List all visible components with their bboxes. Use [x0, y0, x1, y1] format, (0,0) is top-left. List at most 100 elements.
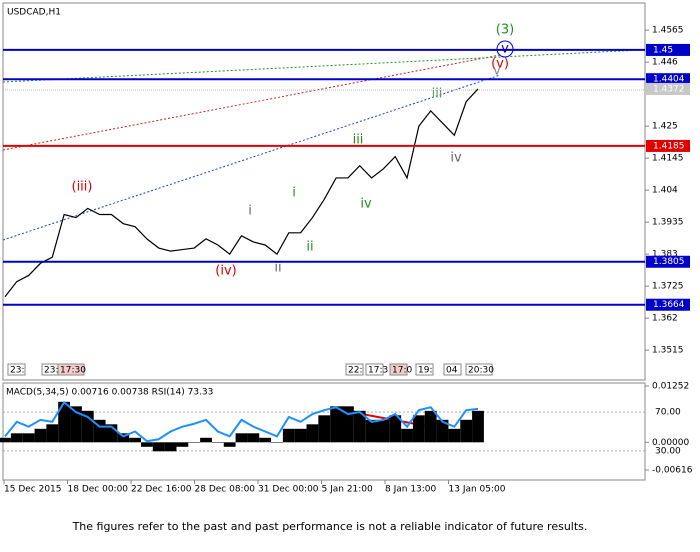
macd-bar [436, 419, 449, 443]
level-tag [646, 298, 690, 311]
trendline [2, 54, 501, 151]
macd-bar [247, 433, 260, 443]
time-tag-label: 23: [44, 366, 58, 376]
wave-label: iv [450, 151, 462, 166]
time-tag-label: 19: [418, 366, 432, 376]
macd-bar [235, 433, 248, 443]
wave-label: (v) [491, 57, 509, 72]
macd-bar [448, 428, 461, 443]
macd-bar [58, 401, 71, 443]
y-tick-label: 1.425 [652, 122, 678, 132]
macd-bar [472, 410, 484, 443]
wave-label: i [248, 204, 252, 219]
time-tag-label: 17:30 [60, 366, 86, 376]
disclaimer: The figures refer to the past and past p… [72, 520, 588, 533]
macd-bar [188, 442, 201, 443]
wave-label: (iv) [215, 264, 236, 279]
chart-title: USDCAD,H1 [7, 8, 61, 18]
macd-bar [401, 428, 413, 443]
y-tick-label: 1.3935 [652, 218, 684, 228]
macd-bar [176, 442, 189, 447]
wave-label: iv [360, 197, 372, 212]
macd-bar [117, 433, 130, 443]
time-tag [345, 363, 364, 376]
wave-label: iii [432, 87, 443, 102]
time-tag [465, 363, 493, 376]
time-tag [7, 363, 26, 376]
macd-bar [0, 437, 11, 443]
trendline [2, 74, 501, 241]
y-tick-label: 1.362 [652, 314, 678, 324]
y-tick-label: 1.3725 [652, 282, 684, 292]
level-tag [646, 73, 690, 86]
price-tag-label: 1.4372 [653, 84, 685, 94]
wave-label: (iii) [72, 180, 93, 195]
y2-tick-label: 30.00 [655, 446, 681, 456]
macd-bar [22, 433, 35, 443]
macd-bar [412, 415, 425, 443]
y-tick-label: -0.00616 [652, 466, 693, 476]
macd-bar [365, 419, 378, 443]
macd-bar [200, 437, 212, 443]
macd-bar [105, 424, 118, 443]
macd-bar [164, 442, 177, 452]
time-tag [443, 363, 462, 376]
macd-bar [306, 424, 319, 443]
x-tick-label: 13 Jan 05:00 [449, 485, 506, 495]
y-tick-label: 1.383 [652, 250, 678, 260]
macd-bar [282, 428, 295, 443]
wave-label: ii [306, 240, 313, 255]
time-tag-label: 22: [348, 366, 362, 376]
y-tick-label: 1.4565 [652, 26, 684, 36]
wave-label: iii [353, 133, 364, 148]
y-tick-label: 1.446 [652, 58, 678, 68]
level-tag-label: 1.45 [653, 45, 673, 55]
macd-bar [377, 419, 390, 443]
macd-bar [70, 406, 82, 443]
macd-bar [389, 415, 402, 443]
macd-bar [140, 442, 153, 447]
time-tag-label: 17:0 [392, 366, 412, 376]
macd-bar [223, 442, 236, 447]
level-tag [646, 43, 690, 56]
y-tick-label: 1.404 [652, 186, 678, 196]
level-tag-label: 1.3664 [653, 300, 685, 310]
time-tag [365, 363, 384, 376]
price-tag [646, 82, 690, 95]
macd-bar [152, 442, 165, 452]
rsi-line [4, 400, 479, 443]
macd-bar [211, 442, 224, 443]
macd-bar [93, 419, 106, 443]
level-tag [646, 139, 690, 152]
macd-bar [330, 406, 343, 443]
time-tag [57, 363, 85, 376]
macd-bar [10, 433, 23, 443]
macd-bar [294, 428, 307, 443]
x-tick-label: 28 Dec 08:00 [195, 485, 256, 495]
wave-label: ii [274, 261, 281, 276]
macd-bar [46, 424, 59, 443]
macd-bar [342, 406, 354, 443]
time-tag-label: 17:3 [368, 366, 388, 376]
macd-bar [460, 419, 473, 443]
level-tag-label: 1.4404 [653, 75, 685, 85]
time-tag [415, 363, 434, 376]
y-tick-label: 0.01252 [652, 382, 689, 392]
macd-bar [424, 410, 437, 443]
x-tick-label: 15 Dec 2015 [4, 485, 62, 495]
time-tag-label: 23: [10, 366, 24, 376]
time-tag [389, 363, 408, 376]
wave-label: i [292, 186, 296, 201]
x-tick-label: 22 Dec 16:00 [131, 485, 192, 495]
macd-bar [271, 442, 283, 443]
level-tag [646, 255, 690, 268]
y-tick-label: 1.3515 [652, 346, 684, 356]
macd-bar [259, 437, 272, 443]
x-tick-label: 5 Jan 21:00 [322, 485, 374, 495]
y-tick-label: 1.4145 [652, 154, 684, 164]
macd-bar [129, 437, 141, 443]
time-tag-label: 04 [446, 366, 458, 376]
x-tick-label: 8 Jan 13:00 [385, 485, 437, 495]
wave-label: (3) [496, 23, 514, 38]
